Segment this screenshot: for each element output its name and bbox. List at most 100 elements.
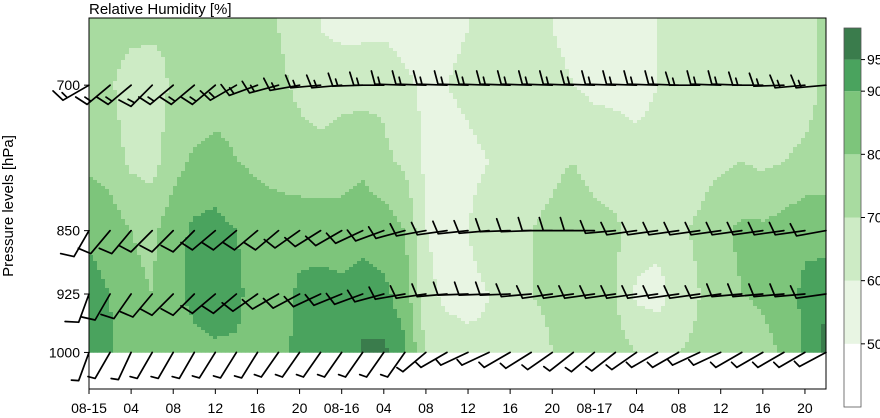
rh-cell: [161, 27, 165, 30]
rh-cell: [773, 45, 777, 48]
rh-cell: [593, 96, 597, 99]
rh-cell: [217, 48, 221, 51]
rh-cell: [429, 75, 433, 78]
rh-cell: [333, 24, 337, 27]
rh-cell: [261, 33, 265, 36]
rh-cell: [189, 21, 193, 24]
rh-cell: [389, 57, 393, 60]
rh-cell: [421, 63, 425, 66]
rh-cell: [225, 57, 229, 60]
rh-cell: [333, 87, 337, 90]
rh-cell: [761, 78, 765, 81]
rh-cell: [369, 51, 373, 54]
rh-cell: [605, 24, 609, 27]
rh-cell: [293, 69, 297, 72]
rh-cell: [381, 39, 385, 42]
rh-cell: [137, 60, 141, 63]
rh-cell: [317, 81, 321, 84]
rh-cell: [345, 63, 349, 66]
rh-cell: [121, 27, 125, 30]
rh-cell: [329, 66, 333, 69]
rh-cell: [781, 24, 785, 27]
rh-cell: [417, 45, 421, 48]
rh-cell: [237, 66, 241, 69]
rh-cell: [149, 30, 153, 33]
rh-cell: [621, 66, 625, 69]
rh-cell: [645, 30, 649, 33]
rh-cell: [353, 57, 357, 60]
rh-cell: [329, 54, 333, 57]
rh-cell: [89, 30, 93, 33]
rh-cell: [101, 21, 105, 24]
rh-cell: [749, 57, 753, 60]
rh-cell: [661, 96, 665, 99]
rh-cell: [533, 51, 537, 54]
rh-cell: [109, 81, 113, 84]
rh-cell: [213, 60, 217, 63]
rh-cell: [801, 21, 805, 24]
rh-cell: [501, 42, 505, 45]
rh-cell: [425, 51, 429, 54]
rh-cell: [561, 24, 565, 27]
rh-cell: [277, 30, 281, 33]
rh-cell: [489, 33, 493, 36]
rh-cell: [373, 72, 377, 75]
rh-cell: [637, 78, 641, 81]
rh-cell: [649, 72, 653, 75]
rh-cell: [557, 57, 561, 60]
rh-cell: [193, 87, 197, 90]
rh-cell: [821, 81, 825, 84]
rh-cell: [417, 36, 421, 39]
rh-cell: [301, 42, 305, 45]
rh-cell: [373, 36, 377, 39]
rh-cell: [377, 21, 381, 24]
rh-cell: [285, 96, 289, 99]
rh-cell: [645, 45, 649, 48]
rh-cell: [805, 39, 809, 42]
rh-cell: [145, 63, 149, 66]
rh-cell: [289, 90, 293, 93]
rh-cell: [789, 69, 793, 72]
rh-cell: [429, 24, 433, 27]
rh-cell: [529, 33, 533, 36]
rh-cell: [301, 45, 305, 48]
rh-cell: [325, 36, 329, 39]
rh-cell: [757, 36, 761, 39]
rh-cell: [417, 24, 421, 27]
rh-cell: [533, 63, 537, 66]
rh-cell: [777, 66, 781, 69]
rh-cell: [137, 72, 141, 75]
rh-cell: [385, 63, 389, 66]
rh-cell: [717, 72, 721, 75]
rh-cell: [809, 30, 813, 33]
rh-cell: [233, 24, 237, 27]
rh-cell: [573, 30, 577, 33]
rh-cell: [113, 75, 117, 78]
rh-cell: [453, 30, 457, 33]
rh-cell: [793, 27, 797, 30]
rh-cell: [133, 87, 137, 90]
rh-cell: [137, 21, 141, 24]
rh-cell: [789, 48, 793, 51]
rh-cell: [137, 36, 141, 39]
rh-cell: [561, 30, 565, 33]
rh-cell: [757, 72, 761, 75]
rh-cell: [681, 42, 685, 45]
rh-cell: [629, 54, 633, 57]
rh-cell: [721, 21, 725, 24]
rh-cell: [513, 42, 517, 45]
rh-cell: [761, 72, 765, 75]
rh-cell: [553, 93, 557, 96]
rh-cell: [777, 39, 781, 42]
rh-cell: [365, 69, 369, 72]
rh-cell: [233, 51, 237, 54]
rh-cell: [441, 87, 445, 90]
rh-cell: [817, 96, 821, 99]
rh-cell: [117, 75, 121, 78]
rh-cell: [317, 93, 321, 96]
rh-cell: [765, 81, 769, 84]
rh-cell: [405, 87, 409, 90]
rh-cell: [297, 90, 301, 93]
rh-cell: [485, 78, 489, 81]
rh-cell: [329, 24, 333, 27]
